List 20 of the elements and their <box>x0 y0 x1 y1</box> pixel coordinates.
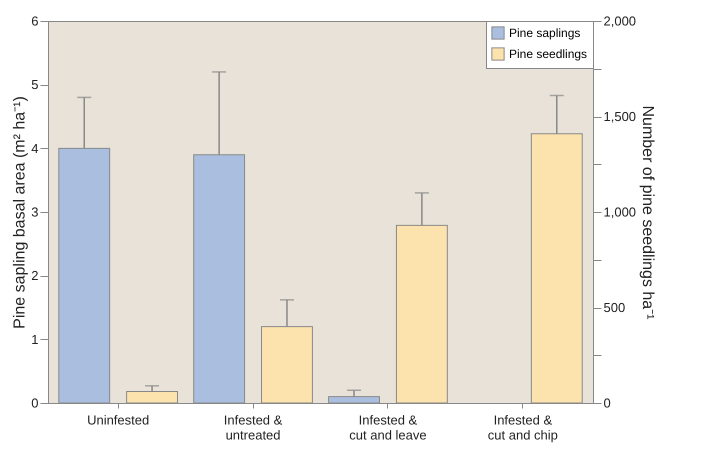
y-tick-label: 2 <box>31 268 38 284</box>
legend-label: Pine saplings <box>509 26 580 40</box>
x-tick-label: Infested & cut and leave <box>349 412 427 442</box>
y-tick-label: 5 <box>31 77 38 92</box>
y2-tick-label: 2,000 <box>604 14 636 28</box>
y-tick-label: 6 <box>31 14 38 28</box>
legend-label: Pine seedlings <box>509 47 588 61</box>
y2-tick-label: 1,000 <box>604 204 636 220</box>
y2-tick-label: 1,500 <box>604 109 636 124</box>
y-tick-label: 0 <box>31 396 38 410</box>
y2-tick-label: 0 <box>604 396 611 410</box>
y2-tick-label: 500 <box>604 300 626 315</box>
y-tick-label: 4 <box>31 140 38 156</box>
x-tick-label: Infested & cut and chip <box>488 412 558 442</box>
y2-axis-title: Number of pine seedlings ha⁻¹ <box>639 105 656 320</box>
y-tick-label: 1 <box>31 332 38 347</box>
x-tick-label: Uninfested <box>87 412 150 428</box>
y-tick-label: 3 <box>31 204 38 220</box>
x-tick-label: Infested & untreated <box>224 412 283 442</box>
y-axis-title: Pine sapling basal area (m² ha⁻¹) <box>11 96 28 329</box>
